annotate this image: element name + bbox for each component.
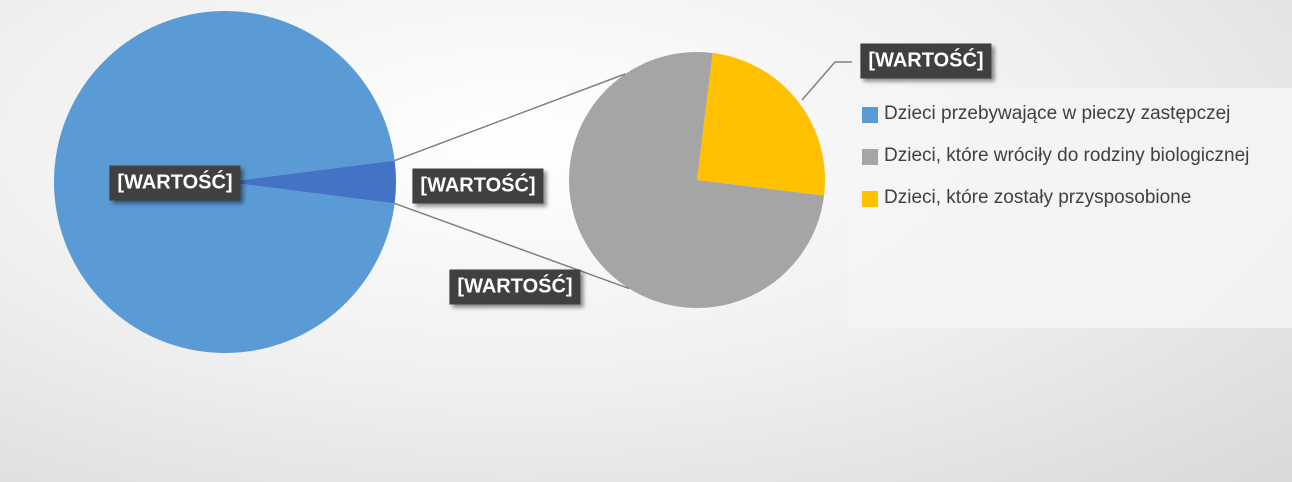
connector bbox=[394, 73, 626, 162]
legend: Dzieci przebywające w pieczy zastępczej D… bbox=[848, 88, 1292, 328]
legend-swatch bbox=[862, 191, 878, 207]
connector bbox=[394, 202, 630, 290]
pie-slice bbox=[697, 52, 825, 196]
pie-slice-other bbox=[225, 160, 397, 204]
data-label: [WARTOŚĆ] bbox=[109, 165, 241, 201]
legend-item: Dzieci, które wróciły do rodziny biologi… bbox=[848, 140, 1264, 172]
leader-line bbox=[801, 61, 852, 101]
data-label: [WARTOŚĆ] bbox=[412, 168, 544, 204]
legend-swatch bbox=[862, 107, 878, 123]
data-label: [WARTOŚĆ] bbox=[449, 269, 581, 305]
pie-slice bbox=[569, 52, 825, 308]
legend-item: Dzieci, które zostały przysposobione bbox=[848, 182, 1264, 214]
data-label: [WARTOŚĆ] bbox=[860, 43, 992, 79]
legend-swatch bbox=[862, 149, 878, 165]
legend-item: Dzieci przebywające w pieczy zastępczej bbox=[848, 98, 1264, 130]
